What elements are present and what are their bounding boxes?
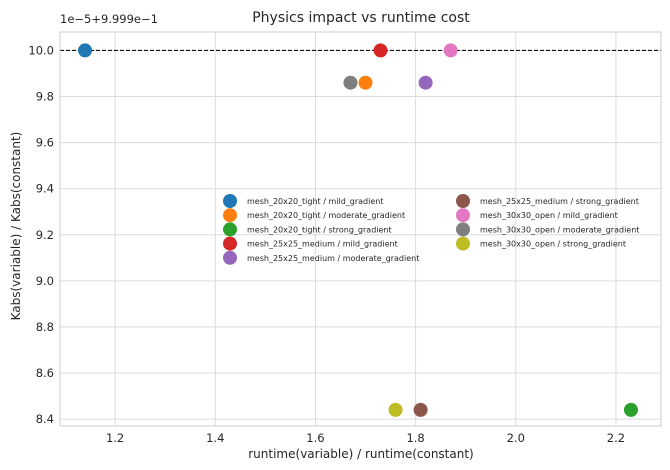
chart-title: Physics impact vs runtime cost bbox=[252, 10, 470, 26]
legend-marker bbox=[223, 250, 237, 265]
y-tick-label: 9.8 bbox=[36, 90, 54, 104]
legend-marker bbox=[456, 222, 470, 237]
data-point bbox=[358, 75, 373, 90]
x-tick-label: 1.6 bbox=[306, 431, 324, 445]
legend-label: mesh_25x25_medium / moderate_gradient bbox=[247, 254, 419, 263]
legend-marker bbox=[223, 236, 237, 251]
data-points bbox=[78, 43, 638, 417]
data-point bbox=[343, 75, 358, 90]
legend-marker bbox=[223, 208, 237, 223]
y-tick-label: 9.0 bbox=[36, 274, 54, 288]
y-tick-label: 8.8 bbox=[36, 320, 54, 334]
data-point bbox=[388, 402, 403, 417]
y-axis-label: Kabs(variable) / Kabs(constant) bbox=[9, 132, 23, 321]
data-point bbox=[373, 43, 388, 58]
y-tick-label: 9.4 bbox=[36, 182, 54, 196]
y-axis-offset-label: 1e−5+9.999e−1 bbox=[60, 12, 158, 26]
legend-label: mesh_25x25_medium / strong_gradient bbox=[480, 197, 639, 206]
legend-label: mesh_25x25_medium / mild_gradient bbox=[247, 240, 398, 249]
y-axis-ticks: 8.4 8.6 8.8 9.0 9.2 9.4 9.6 9.8 10.0 bbox=[28, 43, 54, 426]
data-point bbox=[443, 43, 458, 58]
plot-area-frame bbox=[59, 31, 662, 427]
y-tick-label: 9.6 bbox=[36, 136, 54, 150]
x-tick-label: 2.2 bbox=[607, 431, 625, 445]
x-axis-ticks: 1.2 1.4 1.6 1.8 2.0 2.2 bbox=[106, 431, 625, 445]
x-tick-label: 1.4 bbox=[206, 431, 224, 445]
y-tick-label: 8.6 bbox=[36, 366, 54, 380]
x-tick-label: 1.8 bbox=[406, 431, 424, 445]
legend-marker bbox=[223, 222, 237, 237]
data-point bbox=[418, 75, 433, 90]
legend-label: mesh_30x30_open / moderate_gradient bbox=[480, 225, 639, 234]
legend-label: mesh_20x20_tight / strong_gradient bbox=[247, 225, 392, 234]
data-point bbox=[78, 43, 93, 58]
x-tick-label: 1.2 bbox=[106, 431, 124, 445]
legend-label: mesh_30x30_open / strong_gradient bbox=[480, 240, 626, 249]
legend-marker bbox=[223, 194, 237, 208]
legend-marker bbox=[456, 194, 470, 208]
y-tick-label: 8.4 bbox=[36, 412, 54, 426]
x-tick-label: 2.0 bbox=[507, 431, 525, 445]
legend-label: mesh_20x20_tight / mild_gradient bbox=[247, 197, 384, 206]
y-tick-label: 9.2 bbox=[36, 228, 54, 242]
data-point bbox=[413, 402, 428, 417]
legend: mesh_20x20_tight / mild_gradient mesh_20x… bbox=[223, 194, 639, 265]
y-tick-label: 10.0 bbox=[28, 43, 54, 57]
legend-marker bbox=[456, 236, 470, 251]
x-axis-label: runtime(variable) / runtime(constant) bbox=[248, 447, 474, 461]
data-point bbox=[623, 402, 638, 417]
legend-marker bbox=[456, 208, 470, 223]
legend-label: mesh_20x20_tight / moderate_gradient bbox=[247, 211, 405, 220]
grid bbox=[60, 32, 661, 426]
legend-label: mesh_30x30_open / mild_gradient bbox=[480, 211, 618, 220]
